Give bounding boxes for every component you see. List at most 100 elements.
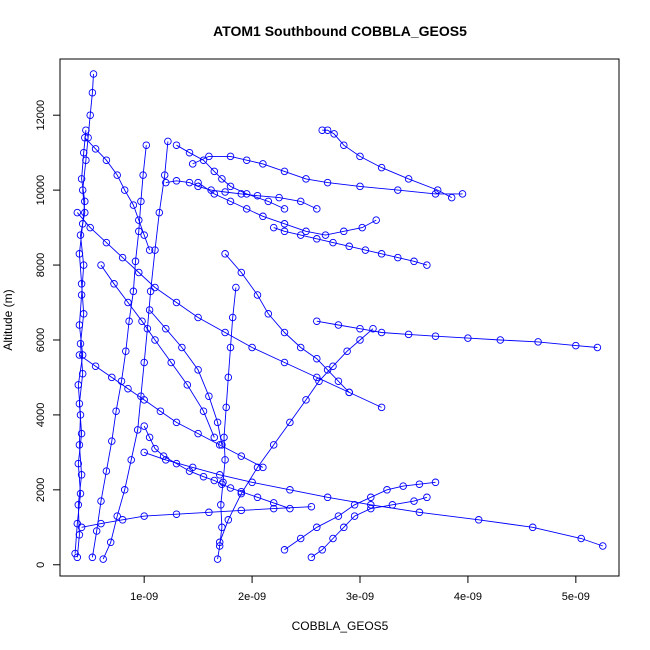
data-point (124, 384, 132, 393)
data-point (464, 334, 472, 342)
series-line (219, 328, 374, 543)
data-point (125, 317, 133, 325)
x-tick-label: 4e-09 (454, 591, 482, 603)
data-point (307, 502, 316, 511)
data-point (415, 480, 424, 488)
data-point (131, 257, 140, 266)
data-point (172, 177, 181, 185)
data-point (127, 456, 135, 464)
data-point (146, 287, 155, 296)
data-point (218, 175, 226, 183)
data-point (302, 396, 310, 404)
data-point (242, 205, 251, 213)
data-point (135, 268, 143, 277)
data-point (431, 478, 440, 487)
data-point (593, 343, 602, 352)
data-point (528, 523, 537, 532)
data-point (77, 291, 86, 299)
data-point (334, 321, 343, 329)
data-point (232, 283, 240, 292)
data-point (74, 459, 83, 468)
data-point (345, 388, 353, 397)
data-point (118, 516, 127, 524)
data-point (334, 512, 343, 520)
data-point (302, 227, 310, 236)
data-point (350, 512, 359, 520)
data-point (86, 223, 94, 232)
data-point (151, 283, 159, 292)
series-6 (213, 283, 240, 563)
series-line (322, 129, 452, 198)
data-point (275, 193, 283, 202)
data-point (404, 175, 413, 183)
data-point (534, 338, 542, 346)
data-point (423, 493, 431, 502)
data-point (423, 261, 431, 269)
data-point (210, 433, 219, 442)
data-point (218, 441, 226, 449)
data-point (155, 208, 164, 217)
data-point (199, 472, 208, 481)
data-point (222, 403, 230, 412)
data-point (199, 407, 208, 415)
series-line (100, 264, 215, 438)
data-point (178, 343, 186, 352)
x-tick-label: 3e-09 (346, 591, 374, 603)
data-point (194, 429, 202, 438)
data-point (415, 508, 424, 517)
data-point (296, 231, 305, 239)
data-point (81, 197, 89, 206)
data-point (140, 358, 148, 367)
data-point (577, 534, 585, 543)
data-point (343, 347, 351, 355)
data-point (237, 268, 246, 277)
data-point (224, 373, 233, 382)
series-18 (269, 223, 431, 269)
data-point (138, 317, 146, 325)
data-point (88, 553, 97, 562)
series-line (91, 145, 147, 558)
data-point (372, 216, 380, 224)
data-point (318, 546, 326, 554)
series-22 (97, 261, 219, 442)
data-point (313, 317, 321, 325)
series-line (197, 182, 377, 236)
y-axis-label: Altitude (m) (1, 289, 15, 350)
data-point (433, 186, 442, 194)
data-point (377, 328, 386, 337)
data-point (77, 429, 86, 438)
data-point (77, 175, 86, 183)
data-point (185, 148, 194, 157)
data-point (329, 534, 337, 543)
data-point (323, 178, 332, 187)
data-point (120, 186, 129, 194)
data-point (259, 160, 267, 168)
series-5 (140, 422, 294, 513)
data-point (572, 341, 580, 350)
data-point (113, 171, 121, 179)
y-tick-label: 0 (35, 562, 47, 568)
data-point (221, 328, 229, 337)
series-17 (162, 177, 321, 213)
data-point (296, 534, 305, 543)
series-20 (172, 141, 289, 213)
y-tick-label: 12000 (35, 100, 47, 131)
series-12 (313, 317, 602, 352)
data-point (76, 489, 85, 498)
data-point (237, 506, 246, 515)
data-point (226, 343, 235, 352)
data-point (112, 407, 120, 415)
data-point (140, 512, 148, 520)
data-point (71, 549, 79, 558)
data-point (124, 298, 132, 307)
data-point (78, 220, 87, 228)
data-point (323, 493, 332, 502)
data-point (340, 523, 348, 532)
data-point (79, 148, 88, 157)
data-point (118, 253, 127, 262)
data-point (369, 324, 377, 333)
data-point (137, 197, 145, 206)
data-point (172, 298, 181, 307)
data-point (156, 407, 165, 415)
